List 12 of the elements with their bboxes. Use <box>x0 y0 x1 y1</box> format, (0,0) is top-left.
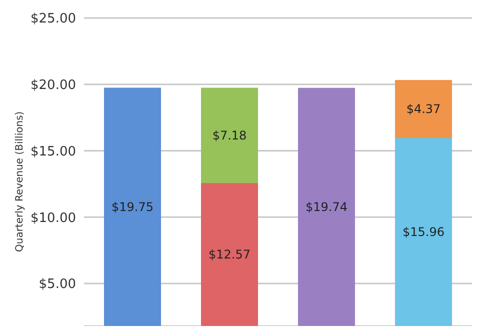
y-tick-label: $5.00 <box>38 277 76 292</box>
data-label: $19.74 <box>306 200 348 214</box>
data-label: $7.18 <box>212 128 247 142</box>
y-tick-label: $15.00 <box>30 144 76 160</box>
data-label: $19.75 <box>112 200 154 214</box>
data-label: $4.37 <box>406 102 441 116</box>
data-label: $12.57 <box>208 248 250 262</box>
y-tick-label: $25.00 <box>30 12 76 27</box>
y-axis-title: Quarterly Revenue (Billions) <box>14 111 26 252</box>
data-label: $15.96 <box>402 225 444 240</box>
y-tick-label: $20.00 <box>30 78 76 93</box>
y-tick-label: $10.00 <box>30 210 76 226</box>
